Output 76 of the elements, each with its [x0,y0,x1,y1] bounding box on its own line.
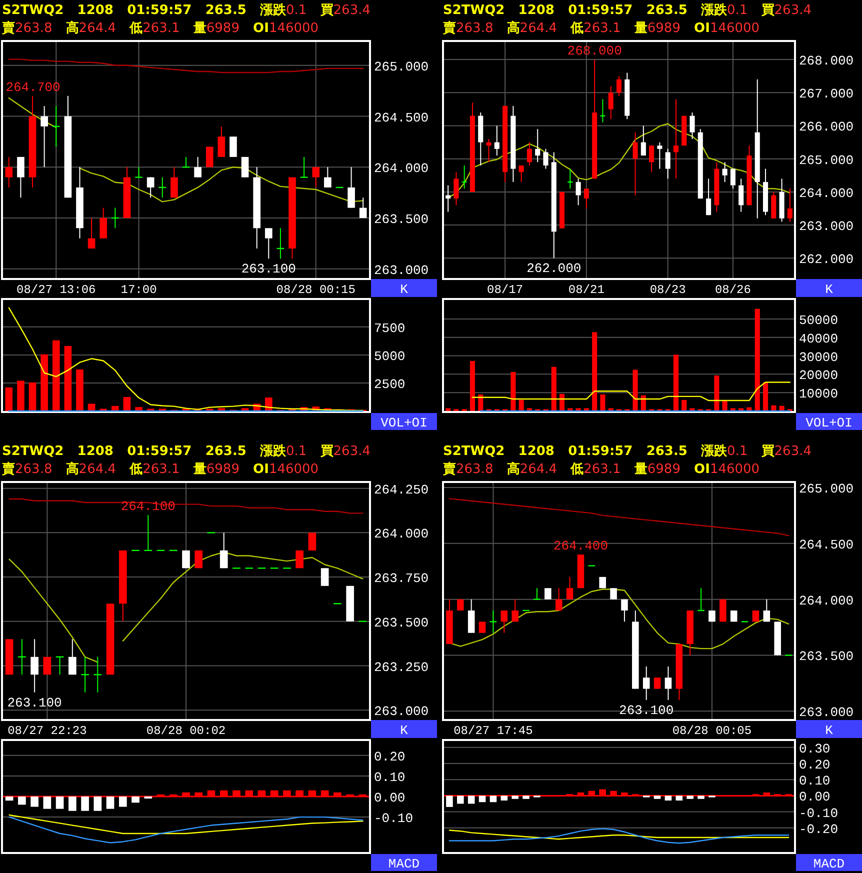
y-tick-label: 267.000 [799,86,854,102]
annotation: 263.100 [241,262,296,277]
y-tick-label: 264.000 [799,186,854,201]
text: MACD [388,856,420,872]
x-tick-label: 08/27 13:06 [16,283,96,297]
y-tick-label: 262.000 [799,252,854,268]
y-tick-label: 263.000 [374,704,429,720]
y-tick-label: -0.20 [799,822,838,837]
y-tick-label: -0.10 [799,806,838,821]
y-tick-label: 263.500 [374,615,429,630]
text: VOL+OI [380,416,428,430]
text: K [400,723,408,738]
annotation: 262.000 [526,261,582,276]
x-tick-label: 08/28 00:05 [672,724,752,738]
y-tick-label: 7500 [374,320,406,336]
chart-title: S2TWQ2 1208 01:59:57 263.5 漲跌0.1 買263.4 [443,3,812,18]
y-tick-label: 0.00 [374,790,406,806]
text: K [825,282,834,297]
y-tick-label: 40000 [799,331,838,346]
x-tick-label: 08/23 [650,283,686,297]
annotation: 264.700 [6,80,60,95]
x-tick-label: 08/27 22:23 [8,724,87,738]
y-tick-label: -0.10 [374,811,414,826]
y-tick-label: 264.000 [374,526,429,542]
y-tick-label: 0.20 [799,758,830,773]
y-tick-label: 263.750 [374,571,429,586]
y-tick-label: 0.10 [374,770,406,785]
y-tick-label: 10000 [799,386,838,402]
y-tick-label: 263.500 [374,212,429,227]
text: VOL+OI [806,416,852,430]
y-tick-label: 263.000 [799,219,854,234]
annotation: 268.000 [567,44,622,59]
chart-title: S2TWQ2 1208 01:59:57 263.5 漲跌0.1 買263.4 [443,444,812,459]
y-tick-label: 263.250 [374,660,429,675]
y-tick-label: 0.30 [799,741,830,756]
annotation: 263.100 [619,702,674,718]
x-tick-label: 08/27 17:45 [454,724,533,738]
x-tick-label: 08/17 [487,283,524,297]
y-tick-label: 50000 [799,312,838,328]
x-tick-label: 08/26 [714,283,751,297]
y-tick-label: 263.500 [799,649,854,664]
text: 賣263.8 高264.4 低263.1 量6989 OI146000 [443,21,760,36]
y-tick-label: 268.000 [799,54,854,69]
y-tick-label: 5000 [374,348,406,364]
y-tick-label: 265.000 [799,152,854,168]
y-tick-label: 263.000 [799,705,854,720]
x-tick-label: 08/28 00:15 [276,283,356,297]
x-tick-label: 08/21 [568,283,604,297]
y-tick-label: 0.10 [799,774,830,789]
y-tick-label: 265.000 [799,481,854,496]
annotation: 264.400 [553,538,608,554]
y-tick-label: 264.500 [799,537,854,552]
chart-title: S2TWQ2 1208 01:59:57 263.5 漲跌0.1 買263.4 [2,444,370,459]
y-tick-label: 263.000 [374,262,429,278]
text: MACD [813,856,845,872]
text: 賣263.8 高264.4 低263.1 量6989 OI146000 [2,21,319,36]
y-tick-label: 264.500 [374,110,429,126]
y-tick-label: 264.250 [374,482,429,498]
text: K [825,723,834,738]
x-tick-label: 17:00 [120,283,157,297]
y-tick-label: 2500 [374,376,406,392]
annotation: 264.100 [120,498,176,514]
y-tick-label: 30000 [799,350,838,365]
x-tick-label: 08/28 00:02 [146,724,226,738]
y-tick-label: 265.000 [374,59,429,74]
y-tick-label: 266.000 [799,120,854,135]
y-tick-label: 264.000 [374,161,429,176]
text: K [400,282,408,297]
y-tick-label: 0.20 [374,749,406,764]
chart-title: S2TWQ2 1208 01:59:57 263.5 漲跌0.1 買263.4 [2,3,370,18]
annotation: 263.100 [7,695,62,710]
text: 賣263.8 高264.4 低263.1 量6989 OI146000 [443,462,760,477]
y-tick-label: 0.00 [799,790,830,805]
y-tick-label: 264.000 [799,593,854,608]
y-tick-label: 20000 [799,368,838,384]
text: 賣263.8 高264.4 低263.1 量6989 OI146000 [2,462,319,477]
